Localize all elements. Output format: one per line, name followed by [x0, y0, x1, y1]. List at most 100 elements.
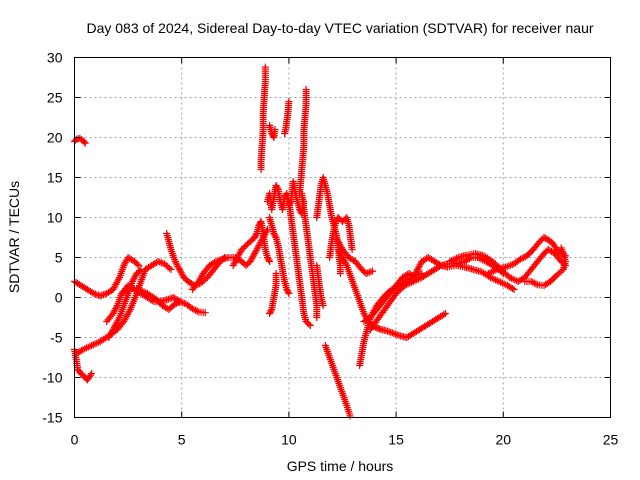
data-point: [503, 262, 511, 270]
series-track-23: [326, 214, 356, 261]
data-point: [492, 276, 500, 284]
data-point: [255, 242, 263, 249]
series-track-15: [266, 214, 293, 297]
data-point: [410, 272, 418, 280]
data-point: [178, 270, 186, 278]
data-point: [360, 310, 368, 317]
data-point: [229, 262, 237, 269]
series-track-27: [356, 270, 426, 369]
data-point: [167, 266, 175, 273]
series-track-31: [484, 234, 569, 277]
data-point: [236, 249, 244, 257]
x-tick-label: 15: [388, 432, 404, 448]
data-point: [285, 290, 293, 297]
data-point: [110, 308, 118, 316]
data-point: [232, 257, 240, 265]
data-point: [411, 270, 419, 278]
data-point: [122, 258, 130, 266]
series-track-18: [296, 86, 310, 197]
data-point: [251, 250, 259, 257]
data-point: [93, 339, 101, 347]
data-point: [177, 269, 185, 277]
data-point: [339, 255, 347, 263]
data-point: [86, 342, 94, 350]
data-point: [190, 306, 198, 313]
data-point: [414, 275, 422, 283]
data-point: [409, 274, 417, 281]
x-tick-label: 0: [71, 432, 79, 448]
data-point: [508, 285, 516, 292]
y-tick-label: -10: [42, 370, 62, 386]
x-axis-label: GPS time / hours: [287, 458, 394, 474]
data-point: [112, 305, 120, 313]
data-point: [197, 273, 205, 281]
x-tick-label: 10: [281, 432, 297, 448]
data-point: [135, 286, 143, 293]
data-point: [486, 269, 494, 277]
series-track-14: [281, 98, 293, 137]
data-point: [271, 126, 279, 133]
data-point: [281, 130, 289, 137]
data-point: [125, 285, 133, 293]
y-tick-label: -5: [50, 330, 63, 346]
data-point: [530, 279, 538, 287]
ticks: [74, 57, 611, 418]
data-point: [136, 267, 144, 275]
data-point: [81, 139, 89, 147]
data-point: [505, 262, 513, 270]
data-point: [449, 256, 457, 264]
data-point: [305, 320, 313, 328]
data-point: [415, 262, 423, 270]
data-point: [175, 264, 183, 272]
series-track-7: [118, 284, 209, 317]
x-tick-label: 5: [178, 432, 186, 448]
data-point: [251, 248, 259, 256]
data-point: [509, 275, 517, 283]
data-point: [441, 310, 449, 317]
data-point: [447, 257, 455, 265]
data-point: [402, 281, 410, 289]
data-point: [113, 318, 121, 326]
data-point: [247, 256, 255, 264]
data-point: [488, 268, 496, 276]
data-point: [404, 280, 412, 288]
data-point: [131, 273, 139, 281]
data-point: [495, 278, 503, 285]
data-point: [83, 344, 91, 352]
series-track-4: [73, 258, 175, 357]
data-point: [490, 275, 498, 283]
data-point: [266, 308, 274, 316]
grid: [74, 57, 611, 418]
series-track-21: [321, 342, 354, 420]
data-point: [527, 278, 535, 285]
data-point: [114, 317, 122, 325]
data-point: [335, 247, 343, 255]
data-point: [498, 279, 506, 287]
data-point: [489, 267, 497, 275]
series-track-12: [266, 122, 279, 141]
series-track-20: [313, 174, 344, 277]
data-point: [346, 412, 354, 420]
plot-frame: [74, 57, 611, 418]
data-point: [265, 256, 273, 264]
data-point: [341, 258, 349, 266]
data-point: [248, 254, 256, 262]
data-point: [488, 274, 496, 282]
data-point: [271, 232, 279, 240]
data-point: [266, 258, 274, 265]
data-point: [88, 289, 96, 296]
data-point: [253, 245, 261, 253]
data-point: [115, 315, 123, 323]
data-point: [235, 250, 243, 258]
data-point: [120, 262, 128, 269]
data-point: [532, 280, 540, 288]
data-point: [87, 371, 95, 379]
data-point: [361, 311, 369, 319]
data-point: [414, 264, 422, 272]
data-point: [500, 280, 508, 288]
data-point: [233, 255, 241, 263]
data-point: [319, 302, 327, 309]
y-tick-label: 10: [47, 210, 63, 226]
data-point: [174, 262, 182, 270]
